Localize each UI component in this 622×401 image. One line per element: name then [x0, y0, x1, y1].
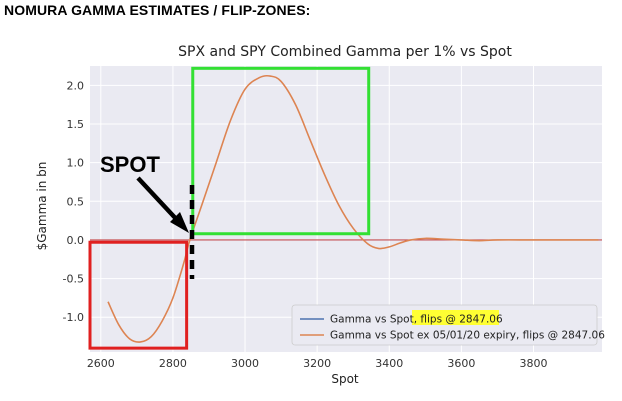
spot-annotation-label: SPOT: [100, 152, 160, 177]
y-tick-label: 0.0: [67, 234, 85, 247]
legend-entry-1: Gamma vs Spot, flips @ 2847.06: [330, 314, 503, 326]
y-axis-label: $Gamma in bn: [35, 162, 49, 251]
x-ticks: 2600 2800 3000 3200 3400 3600 3800: [87, 357, 548, 370]
y-tick-label: -0.5: [63, 273, 84, 286]
x-tick-label: 3600: [447, 357, 475, 370]
x-tick-label: 2600: [87, 357, 115, 370]
y-tick-label: 1.0: [67, 157, 85, 170]
series-line-gamma-ex-expiry: [107, 74, 599, 343]
x-axis-label: Spot: [331, 372, 359, 386]
x-tick-label: 3800: [519, 357, 547, 370]
legend-highlight: [412, 310, 499, 325]
y-tick-label: 1.5: [67, 118, 85, 131]
legend-entry-2: Gamma vs Spot ex 05/01/20 expiry, flips …: [330, 330, 605, 342]
spot-arrow-head: [170, 212, 189, 233]
spot-arrow-shaft: [136, 176, 181, 224]
chart-title: SPX and SPY Combined Gamma per 1% vs Spo…: [178, 44, 512, 60]
y-tick-label: 2.0: [67, 79, 85, 92]
flip-zone-boxes: [88, 66, 371, 350]
flip-zone-box-red: [88, 240, 189, 350]
y-tick-label: 0.5: [67, 195, 85, 208]
x-tick-label: 3000: [231, 357, 259, 370]
legend: Gamma vs Spot, flips @ 2847.06 Gamma vs …: [291, 304, 605, 346]
x-tick-label: 2800: [159, 357, 187, 370]
y-tick-label: -1.0: [63, 311, 84, 324]
flip-zone-box-green: [191, 66, 371, 236]
x-tick-label: 3400: [375, 357, 403, 370]
page-header: NOMURA GAMMA ESTIMATES / FLIP-ZONES:: [4, 2, 311, 18]
spot-arrow: [136, 176, 189, 233]
plot-area: [90, 66, 602, 352]
x-tick-label: 3200: [303, 357, 331, 370]
legend-entry-1-part-a: Gamma vs Spot,: [330, 314, 420, 326]
y-ticks: 2.0 1.5 1.0 0.5 0.0 -0.5 -1.0: [63, 79, 84, 324]
legend-entry-1-part-b: flips @ 2847.06: [420, 314, 503, 326]
